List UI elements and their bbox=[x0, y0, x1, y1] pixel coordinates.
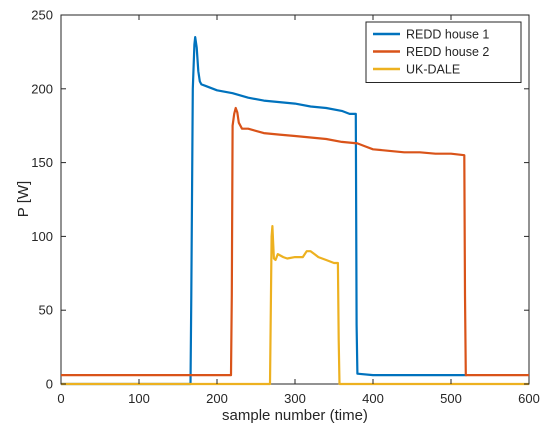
series-line-1 bbox=[61, 35, 467, 386]
y-tick-label: 150 bbox=[31, 155, 53, 170]
x-tick-label: 600 bbox=[518, 391, 540, 406]
series-line-3 bbox=[61, 225, 529, 386]
y-tick-label: 200 bbox=[31, 81, 53, 96]
x-tick-label: 300 bbox=[284, 391, 306, 406]
x-tick-label: 0 bbox=[57, 391, 64, 406]
x-tick-label: 100 bbox=[128, 391, 150, 406]
x-tick-label: 200 bbox=[206, 391, 228, 406]
y-axis-label: P [W] bbox=[15, 181, 32, 217]
legend: REDD house 1 REDD house 2 UK-DALE bbox=[365, 21, 522, 83]
series-line-2 bbox=[61, 106, 529, 377]
legend-label: REDD house 1 bbox=[406, 28, 489, 42]
legend-label: REDD house 2 bbox=[406, 45, 489, 59]
y-tick-label: 0 bbox=[46, 377, 53, 392]
axes-layer: 0 100 200 300 400 500 600 0 50 100 150 200 250 bbox=[31, 8, 540, 407]
x-tick-label: 500 bbox=[440, 391, 462, 406]
legend-label: UK-DALE bbox=[406, 63, 460, 77]
y-tick-label: 250 bbox=[31, 8, 53, 23]
y-tick-label: 50 bbox=[39, 303, 53, 318]
y-tick-label: 100 bbox=[31, 229, 53, 244]
series-layer bbox=[61, 35, 529, 386]
x-tick-label: 400 bbox=[362, 391, 384, 406]
x-axis-label: sample number (time) bbox=[222, 407, 368, 424]
